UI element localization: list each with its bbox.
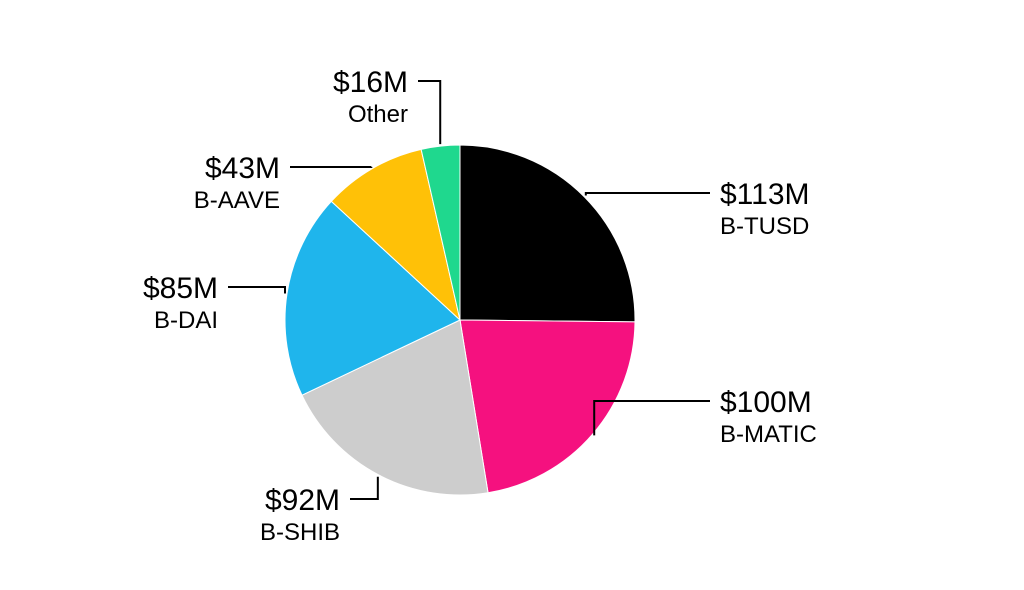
leader-line-bshib <box>350 477 378 499</box>
leader-line-btusd <box>586 193 710 196</box>
slice-name-other: Other <box>333 101 408 129</box>
leader-line-bdai <box>228 287 285 293</box>
slice-name-bshib: B-SHIB <box>260 519 340 547</box>
slice-value-bmatic: $100M <box>720 386 817 421</box>
slice-name-btusd: B-TUSD <box>720 213 810 241</box>
pie-slice-btusd <box>460 145 635 322</box>
slice-value-bshib: $92M <box>260 484 340 519</box>
slice-value-btusd: $113M <box>720 178 810 213</box>
slice-label-btusd: $113MB-TUSD <box>720 178 810 240</box>
slice-value-bdai: $85M <box>143 272 218 307</box>
slice-label-baave: $43MB-AAVE <box>194 152 280 214</box>
slice-label-bmatic: $100MB-MATIC <box>720 386 817 448</box>
slice-value-other: $16M <box>333 66 408 101</box>
pie-slice-bmatic <box>460 320 635 493</box>
slice-name-bdai: B-DAI <box>143 307 218 335</box>
slice-value-baave: $43M <box>194 152 280 187</box>
slice-label-other: $16MOther <box>333 66 408 128</box>
slice-name-bmatic: B-MATIC <box>720 421 817 449</box>
leader-line-other <box>418 81 440 144</box>
slice-label-bshib: $92MB-SHIB <box>260 484 340 546</box>
pie-chart: $113MB-TUSD $100MB-MATIC $92MB-SHIB $85MB-D… <box>0 0 1024 590</box>
slice-name-baave: B-AAVE <box>194 187 280 215</box>
slice-label-bdai: $85MB-DAI <box>143 272 218 334</box>
